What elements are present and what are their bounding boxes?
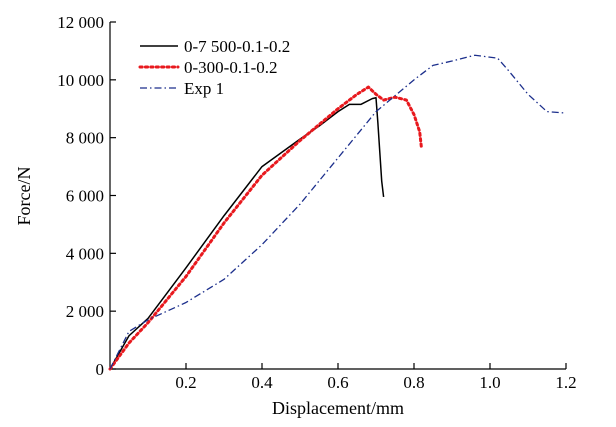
series-line-3 [109,54,567,370]
y-axis-title: Force/N [14,167,34,226]
y-tick-label: 8 000 [66,129,104,148]
y-ticks: 0 2 000 4 000 6 000 8 000 10 000 12 000 [57,13,116,379]
x-ticks: 0.2 0.4 0.6 0.8 1.0 1.2 [175,363,577,392]
x-tick-label: 1.2 [555,373,576,392]
x-tick-label: 1.0 [479,373,500,392]
legend-label-1: 0-7 500-0.1-0.2 [184,37,290,56]
x-axis-title: Displacement/mm [272,398,404,418]
x-tick-label: 0.8 [403,373,424,392]
y-tick-label: 2 000 [66,302,104,321]
x-tick-label: 0.6 [327,373,348,392]
x-tick-label: 0.4 [251,373,273,392]
y-tick-label: 6 000 [66,187,104,206]
y-tick-label: 0 [96,360,105,379]
series-layer [108,54,567,371]
legend-label-2: 0-300-0.1-0.2 [184,58,277,77]
series-line-1 [109,97,385,370]
x-tick-label: 0.2 [175,373,196,392]
plot-frame [109,22,566,370]
legend-label-3: Exp 1 [184,79,224,98]
y-tick-label: 10 000 [57,71,104,90]
legend: 0-7 500-0.1-0.2 0-300-0.1-0.2 Exp 1 [138,37,290,98]
y-tick-label: 12 000 [57,13,104,32]
series-line-2 [108,85,424,371]
y-tick-label: 4 000 [66,244,104,263]
